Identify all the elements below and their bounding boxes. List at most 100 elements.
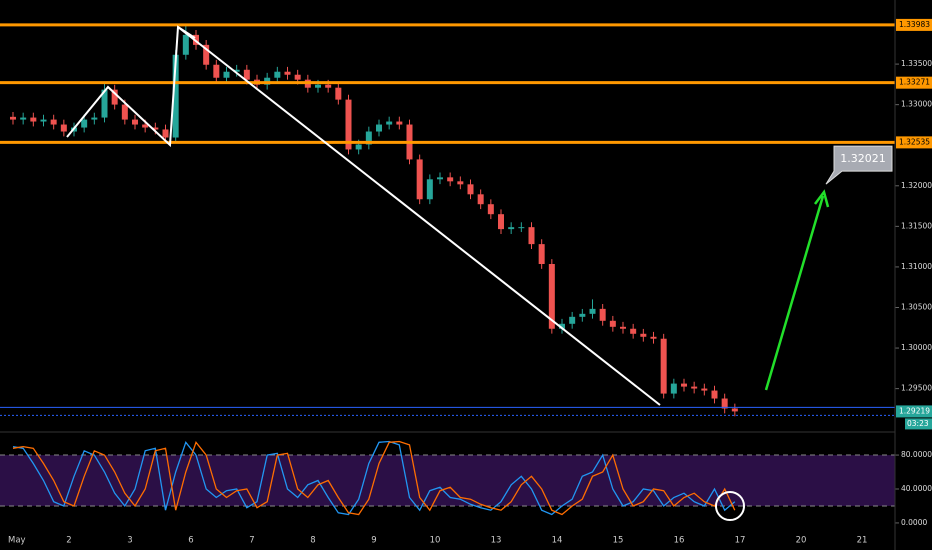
x-tick-label: 17 (735, 536, 746, 546)
candle-body (101, 89, 108, 118)
candle-body (274, 71, 281, 78)
candle-body (30, 117, 37, 122)
candle-body (121, 104, 128, 120)
y-tick-label: 1.29500 (901, 384, 932, 393)
x-tick-label: 3 (127, 536, 132, 546)
candle-body (467, 184, 474, 195)
countdown: 03:23 (907, 419, 929, 428)
candle-body (681, 383, 687, 387)
candle-body (691, 386, 698, 389)
level-label-box (896, 18, 932, 31)
candle-body (538, 244, 545, 265)
candle-body (457, 181, 464, 185)
level-label-box (896, 76, 932, 89)
candle-body (355, 144, 362, 150)
candle-body (721, 398, 728, 409)
x-tick-label: May (8, 536, 26, 546)
candle-body (609, 320, 616, 327)
candle-body (91, 117, 98, 120)
candle-body (650, 336, 657, 339)
x-tick-label: 7 (249, 536, 254, 546)
candle-body (284, 71, 291, 75)
x-tick-label: 20 (796, 536, 807, 546)
candle-body (152, 127, 159, 130)
candle-body (620, 326, 626, 329)
candle-body (142, 124, 149, 128)
candle-body (477, 194, 484, 205)
candle-body (548, 264, 555, 329)
y-tick-label: 80.0000 (901, 450, 932, 459)
candle-body (426, 179, 433, 200)
candle-body (203, 44, 210, 65)
y-tick-label: 1.32000 (901, 181, 932, 190)
highlight-circle (715, 491, 745, 521)
x-tick-label: 16 (674, 536, 685, 546)
x-tick-label: 21 (857, 536, 868, 546)
candle-body (10, 116, 16, 120)
candle-body (640, 333, 647, 337)
candle-body (487, 204, 494, 215)
candle-body (213, 64, 220, 78)
level-label: 1.33271 (899, 78, 930, 87)
candle-body (223, 71, 230, 78)
candle-body (599, 308, 606, 321)
candle-body (416, 159, 423, 200)
level-label-box (896, 136, 932, 149)
candle-body (315, 84, 321, 88)
arrow-head (814, 189, 830, 208)
countdown-box (905, 418, 932, 430)
candle-body (559, 323, 565, 329)
candle-body (294, 74, 301, 80)
y-tick-label: 1.33000 (901, 100, 932, 109)
candle-body (345, 99, 352, 150)
candle-body (162, 129, 169, 138)
oscillator-line (12, 440, 736, 516)
x-tick-label: 8 (310, 536, 315, 546)
x-tick-label: 9 (371, 536, 376, 546)
candle-body (172, 54, 179, 138)
x-tick-label: 14 (552, 536, 563, 546)
candle-body (589, 308, 596, 314)
callout-box (825, 145, 893, 185)
y-tick-label: 1.33500 (901, 59, 932, 68)
plot: 1.33500 1.33000 1.32000 1.31500 1.31000 1.305… (0, 18, 932, 546)
callout-label: 1.32021 (840, 152, 886, 165)
candle-body (243, 69, 250, 80)
candle-body (132, 119, 138, 125)
candle-body (335, 87, 342, 100)
x-tick-label: 2 (66, 536, 71, 546)
x-tick-label: 13 (491, 536, 502, 546)
green-arrow (764, 189, 830, 391)
candle-body (396, 121, 403, 125)
y-tick-label: 1.31000 (901, 262, 932, 271)
candle-body (81, 119, 88, 128)
x-tick-label: 15 (613, 536, 624, 546)
candle-body (660, 338, 667, 394)
candle-body (111, 89, 118, 105)
candle-body (508, 227, 515, 230)
candle-body (731, 408, 738, 412)
y-tick-label: 1.30500 (901, 302, 932, 311)
candle-body (233, 69, 240, 72)
candle-body (630, 328, 637, 334)
candle-body (711, 390, 718, 399)
candle-body (528, 227, 535, 245)
candle-body (518, 227, 525, 229)
candle-body (182, 34, 189, 55)
last-price-box (896, 405, 932, 418)
candle-body (437, 177, 443, 180)
level-label: 1.32535 (899, 137, 930, 146)
candle-body (386, 121, 393, 125)
candle-body (325, 84, 332, 88)
candle-body (569, 316, 576, 324)
x-tick-label: 6 (188, 536, 193, 546)
candle-body (579, 313, 586, 317)
candle-body (447, 177, 454, 182)
candle-body (498, 214, 504, 230)
candle-body (40, 119, 47, 122)
level-label: 1.33983 (899, 20, 930, 29)
x-tick-label: 10 (430, 536, 441, 546)
candle-body (20, 117, 27, 120)
y-tick-label: 1.31500 (901, 221, 932, 230)
